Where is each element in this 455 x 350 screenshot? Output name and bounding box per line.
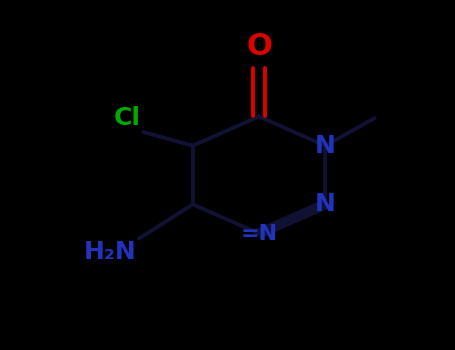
Text: N: N [315,134,336,158]
Text: H₂N: H₂N [84,240,136,265]
Text: N: N [315,192,336,216]
Text: O: O [246,32,272,61]
Text: Cl: Cl [114,106,141,130]
Text: =N: =N [240,224,278,244]
